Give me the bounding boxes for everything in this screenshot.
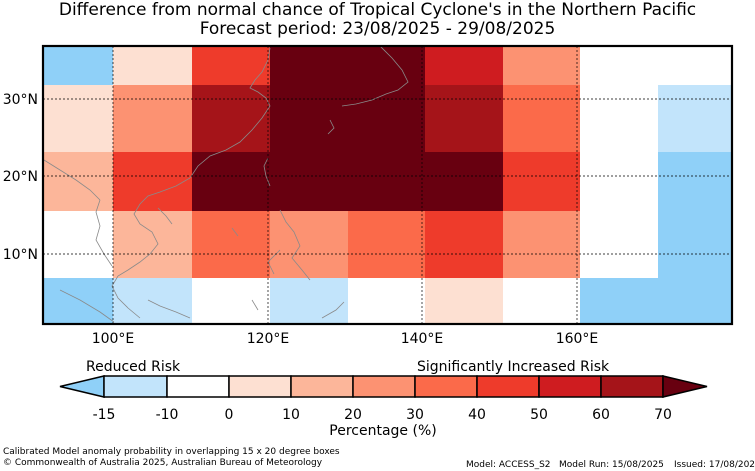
colorbar-tick-label: 70 bbox=[654, 407, 672, 423]
grid-cell bbox=[270, 278, 349, 325]
lon-label-100e: 100°E bbox=[92, 331, 135, 347]
grid-cell bbox=[658, 152, 733, 212]
grid-cell bbox=[192, 152, 271, 212]
grid-cell bbox=[580, 278, 659, 325]
grid-cell bbox=[580, 85, 659, 153]
footer-issued: Issued: 17/08/2025 bbox=[674, 460, 755, 470]
colorbar-segment bbox=[414, 375, 478, 398]
grid-cell bbox=[113, 152, 193, 212]
grid-cell bbox=[113, 85, 193, 153]
grid-cell bbox=[192, 46, 271, 86]
colorbar-arrow-right bbox=[662, 375, 708, 398]
grid-cell bbox=[425, 278, 504, 325]
colorbar-ticks: -15 -10 0 10 20 30 40 50 60 70 bbox=[93, 407, 672, 423]
gridlines bbox=[43, 46, 732, 324]
increased-risk-label: Significantly Increased Risk bbox=[417, 359, 610, 375]
grid-cell bbox=[503, 278, 581, 325]
grid-cell bbox=[348, 46, 426, 86]
colorbar-tick-label: 20 bbox=[344, 407, 362, 423]
grid-cell bbox=[580, 211, 659, 279]
colorbar-segment bbox=[290, 375, 354, 398]
grid-cell bbox=[503, 85, 581, 153]
colorbar-tick-label: 50 bbox=[530, 407, 548, 423]
colorbar-segment bbox=[352, 375, 416, 398]
grid-cell bbox=[580, 46, 659, 86]
footer-caption: Calibrated Model anomaly probability in … bbox=[3, 447, 340, 457]
coastline-icon bbox=[43, 45, 409, 323]
colorbar-tick-label: 0 bbox=[225, 407, 234, 423]
footer-copyright: © Commonwealth of Australia 2025, Austra… bbox=[3, 458, 323, 468]
lat-label-20n: 20°N bbox=[3, 169, 38, 185]
grid-cell bbox=[658, 211, 733, 279]
lat-label-10n: 10°N bbox=[3, 247, 38, 263]
title-line-1: Difference from normal chance of Tropica… bbox=[58, 0, 697, 20]
colorbar-segment bbox=[600, 375, 664, 398]
grid-cell bbox=[43, 278, 114, 325]
grid-cell bbox=[658, 85, 733, 153]
colorbar-tick-label: -15 bbox=[93, 407, 116, 423]
grid-cell bbox=[425, 85, 504, 153]
colorbar-segment bbox=[166, 375, 230, 398]
lon-label-120e: 120°E bbox=[247, 331, 290, 347]
grid-cell bbox=[348, 85, 426, 153]
grid-cell bbox=[43, 211, 114, 279]
colorbar bbox=[59, 375, 708, 398]
grid-cell bbox=[270, 85, 349, 153]
grid-cell bbox=[503, 211, 581, 279]
grid-cell bbox=[270, 46, 349, 86]
grid-cell bbox=[425, 46, 504, 86]
grid-cell bbox=[192, 211, 271, 279]
grid-cell bbox=[348, 278, 426, 325]
colorbar-tick-label: -10 bbox=[156, 407, 179, 423]
grid-cell bbox=[192, 278, 271, 325]
grid-cell bbox=[113, 278, 193, 325]
colorbar-segment bbox=[538, 375, 602, 398]
grid-cell bbox=[348, 211, 426, 279]
grid-cell bbox=[425, 152, 504, 212]
title-line-2: Forecast period: 23/08/2025 - 29/08/2025 bbox=[199, 19, 556, 39]
grid-cell bbox=[348, 152, 426, 212]
colorbar-tick-label: 40 bbox=[468, 407, 486, 423]
map-frame bbox=[41, 44, 734, 326]
grid-cell bbox=[425, 211, 504, 279]
grid-cell bbox=[192, 85, 271, 153]
footer-model-run: Model Run: 15/08/2025 bbox=[559, 460, 664, 470]
lon-label-160e: 160°E bbox=[556, 331, 599, 347]
grid-cell bbox=[503, 46, 581, 86]
lat-label-30n: 30°N bbox=[3, 92, 38, 108]
reduced-risk-label: Reduced Risk bbox=[86, 359, 181, 375]
colorbar-arrow-left bbox=[59, 375, 105, 398]
anomaly-grid bbox=[43, 46, 733, 325]
grid-cell bbox=[43, 46, 114, 86]
grid-cell bbox=[113, 211, 193, 279]
lon-label-140e: 140°E bbox=[401, 331, 444, 347]
grid-cell bbox=[270, 152, 349, 212]
grid-cell bbox=[270, 211, 349, 279]
grid-cell bbox=[113, 46, 193, 86]
grid-cell bbox=[580, 152, 659, 212]
colorbar-tick-label: 30 bbox=[406, 407, 424, 423]
footer-model: Model: ACCESS_S2 bbox=[466, 460, 551, 470]
colorbar-segment bbox=[103, 375, 168, 398]
colorbar-segment bbox=[228, 375, 292, 398]
colorbar-segment bbox=[476, 375, 540, 398]
grid-cell bbox=[658, 278, 733, 325]
grid-cell bbox=[503, 152, 581, 212]
colorbar-tick-label: 60 bbox=[592, 407, 610, 423]
grid-cell bbox=[658, 46, 733, 86]
colorbar-tick-label: 10 bbox=[282, 407, 300, 423]
colorbar-axis-label: Percentage (%) bbox=[329, 423, 436, 439]
grid-cell bbox=[43, 85, 114, 153]
